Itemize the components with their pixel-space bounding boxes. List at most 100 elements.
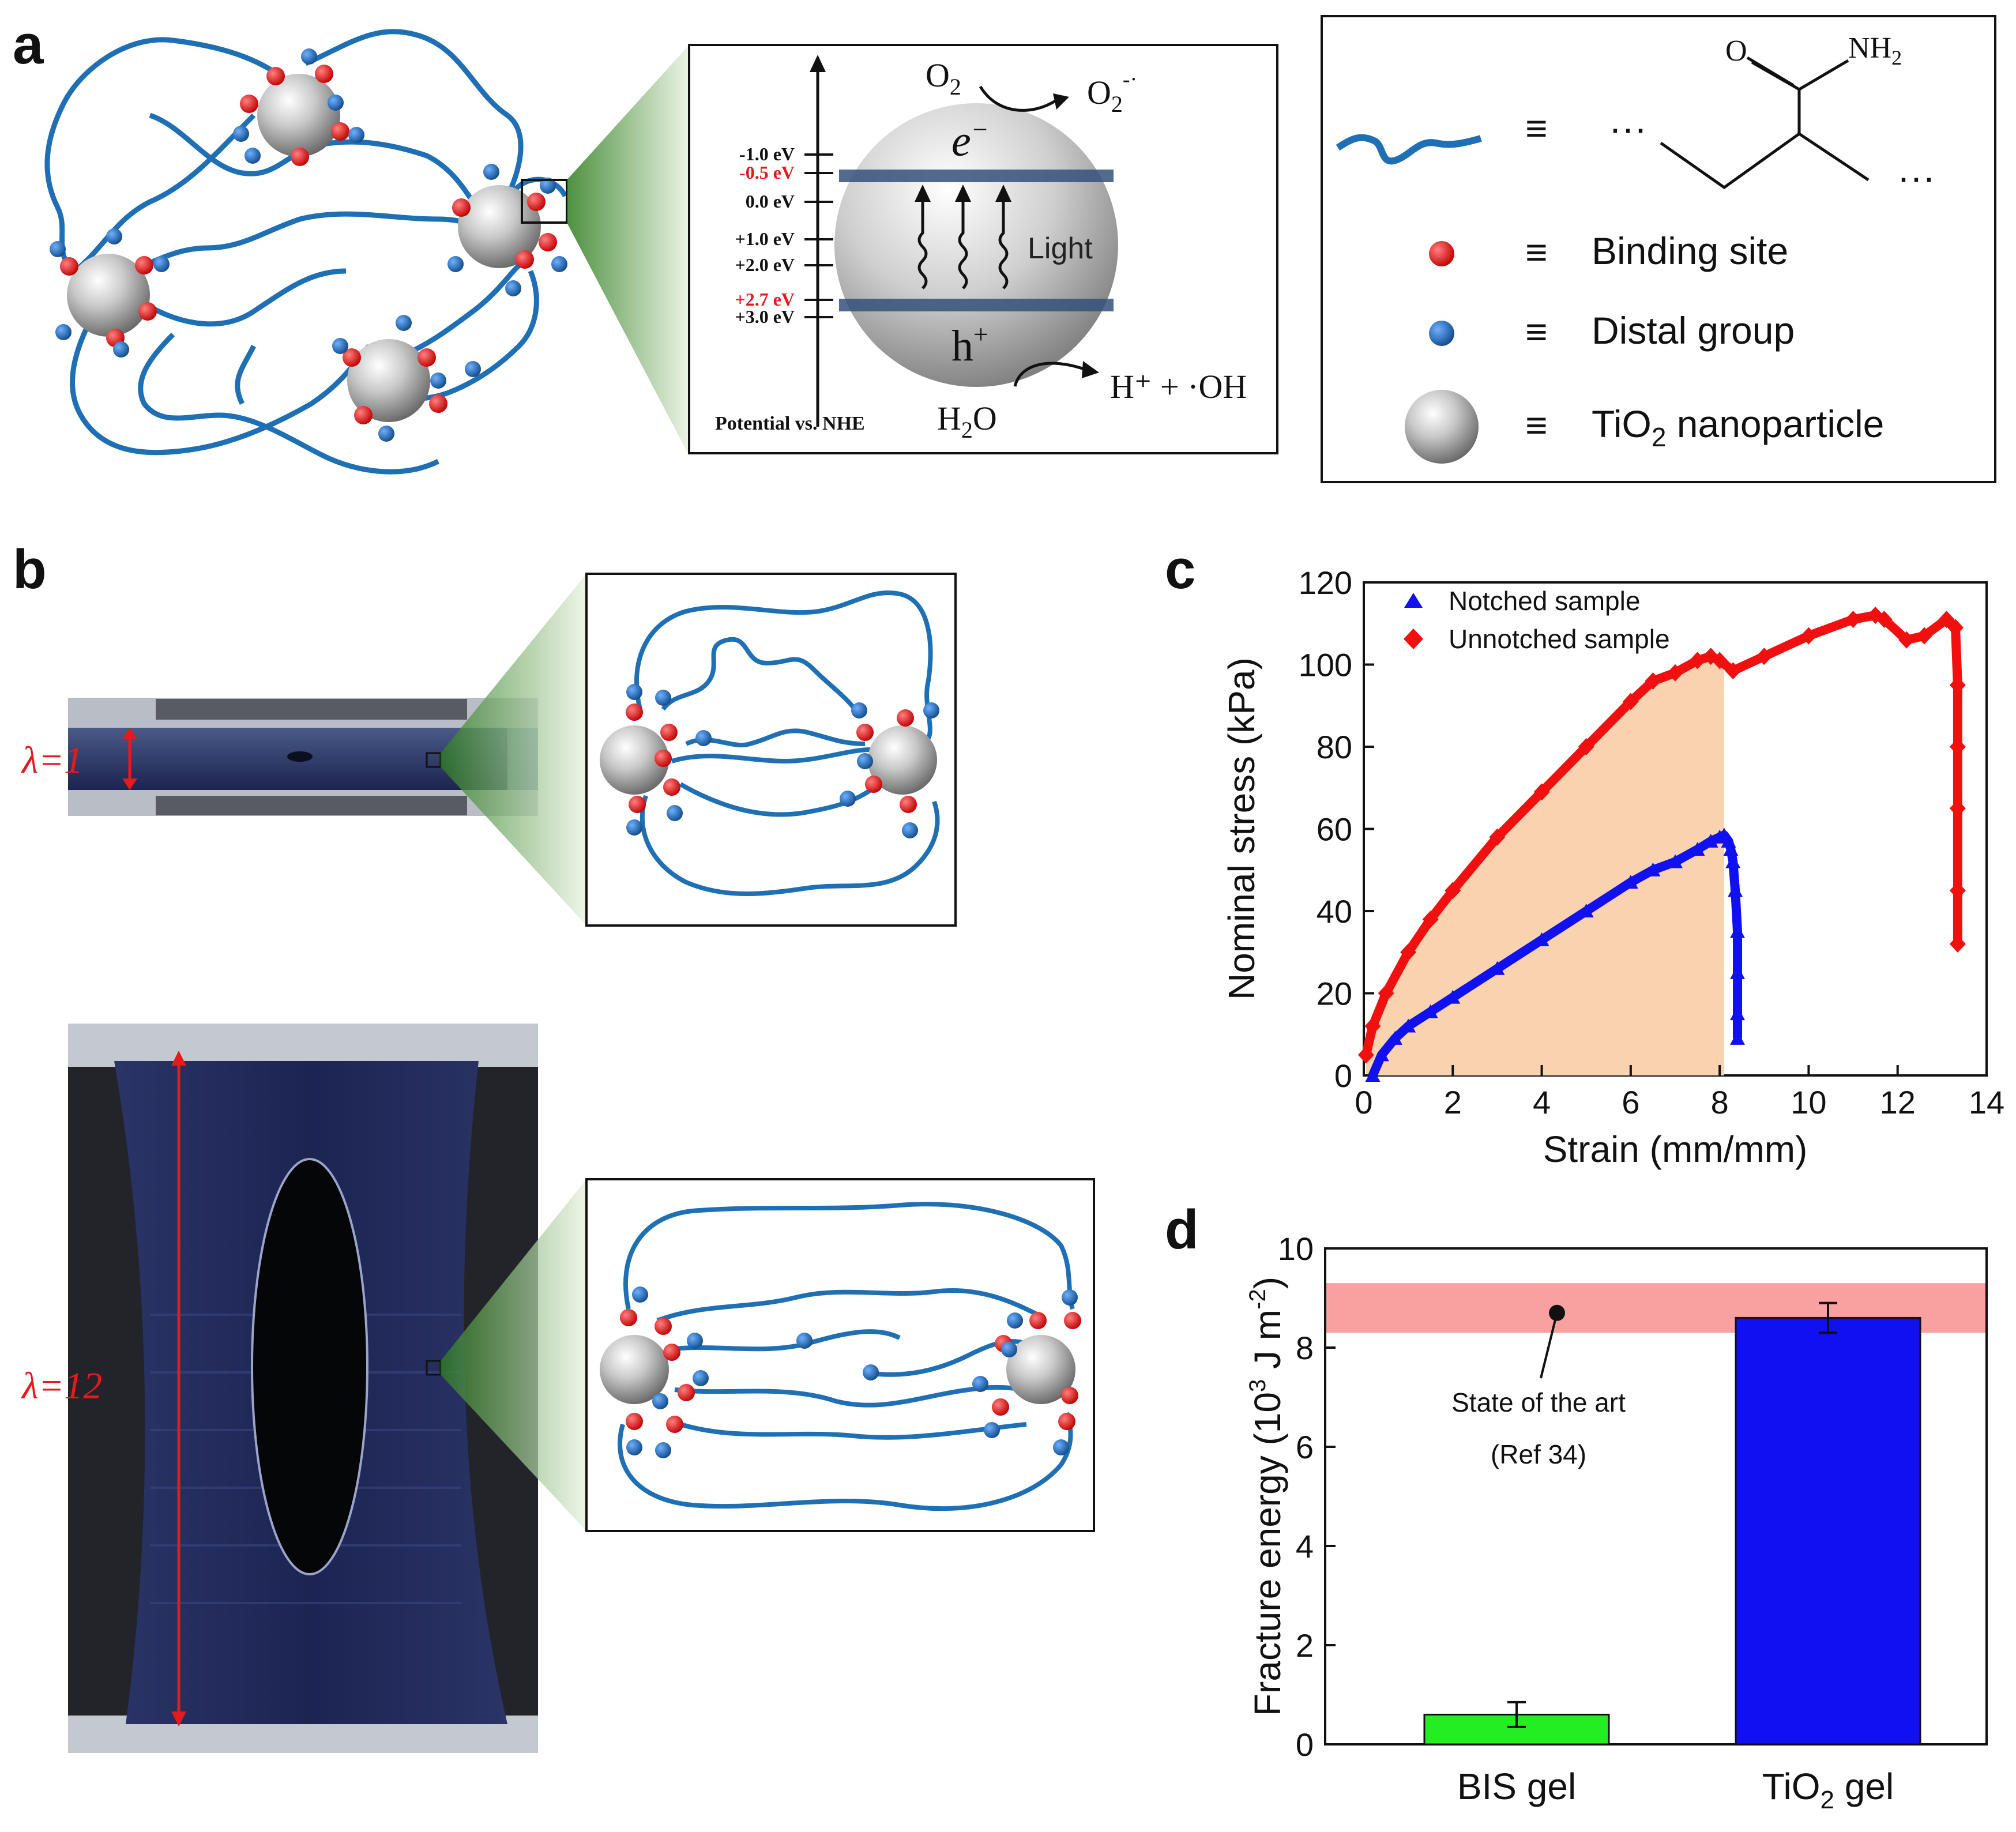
x-tick-label: 14 [1969,1084,2004,1120]
hole-label: h [951,322,973,370]
zoom-cone-a [567,45,689,456]
binding-site-label: Binding site [1592,230,1788,272]
data-point-unnotched [1845,611,1861,629]
band-diagram-inset: -1.0 eV-0.5 eV 0.0 eV +1.0 eV +2.0 eV +2.7 e… [688,44,1278,454]
data-point-unnotched [1667,664,1683,682]
y-tick-label: 2 [1296,1627,1314,1664]
products-label: H⁺ + ·OH [1110,368,1247,405]
energy-level-label: 0.0 eV [746,191,795,212]
annotation-line-2: (Ref 34) [1491,1439,1586,1469]
data-point-unnotched [1898,631,1915,649]
o2-label: O2 [926,57,961,100]
data-point-unnotched [1949,738,1966,755]
x-tick-label: 12 [1880,1084,1916,1120]
data-point-notched [1690,842,1705,856]
y-tick-label: 8 [1296,1330,1314,1366]
data-point-unnotched [1949,799,1966,817]
data-point-unnotched [1800,627,1817,645]
data-point-unnotched [1712,652,1728,669]
binding-site-icon [1429,241,1454,266]
x-tick-label: 2 [1444,1084,1462,1120]
svg-text:h+: h+ [951,319,988,370]
nanoparticle-label: TiO2 nanoparticle [1592,402,1884,452]
energy-level-label: +3.0 eV [735,306,795,327]
series-line-unnotched [1361,611,1962,1056]
svg-text:≡: ≡ [1525,404,1548,446]
y-tick-label: 40 [1317,893,1352,930]
arrow-up-icon [810,55,826,72]
chart-c: 0 2 4 6 8 10 12 14 0 20 40 60 80 100 120 Strain (mm/mm… [1221,565,2004,1170]
svg-text:e−: e− [951,115,989,165]
data-point-notched [1721,833,1736,848]
bar-label-bis: BIS gel [1457,1766,1576,1807]
y-tick-label: 120 [1299,565,1352,601]
energy-level-label: +1.0 eV [735,228,795,249]
data-point-notched [1490,961,1505,975]
excitation-arrows [917,199,1009,289]
legend-notched-label: Notched sample [1449,586,1640,616]
panel-a-network [44,29,568,475]
data-point-notched [1374,1047,1389,1062]
network-inset-stretched [585,1178,1095,1532]
lambda-1-label: λ=1 [21,739,83,781]
amine-label: NH2 [1848,32,1902,69]
potential-axis-label: Potential vs. NHE [715,413,865,434]
data-point-unnotched [1876,611,1893,629]
data-point-notched [1445,990,1461,1004]
svg-text:≡: ≡ [1525,310,1548,353]
svg-text:≡: ≡ [1525,107,1548,149]
energy-level-label: +2.0 eV [735,254,795,275]
data-point-unnotched [1725,662,1742,680]
network-inset-relaxed [585,573,957,927]
data-point-unnotched [1949,935,1966,953]
y-tick-label: 100 [1299,647,1352,683]
chart-c-ylabel: Nominal stress (kPa) [1221,657,1262,1000]
y-tick-label: 10 [1278,1231,1314,1267]
data-point-unnotched [1622,693,1639,710]
data-point-notched [1534,932,1549,946]
chart-d-ylabel: Fracture energy (103 J m-2) [1245,1277,1288,1716]
energy-level-label: -1.0 eV [739,144,795,164]
legend-notched-marker [1404,593,1423,608]
panel-letter-c: c [1165,539,1195,600]
distal-group-label: Distal group [1592,309,1795,352]
x-tick-label: 10 [1791,1084,1826,1120]
data-point-notched [1423,1004,1438,1018]
superoxide-label: O2-· [1087,67,1137,117]
chart-c-shaded-area [1366,656,1724,1075]
x-tick-label: 4 [1533,1084,1551,1120]
y-tick-label: 60 [1317,811,1352,848]
data-point-notched [1387,1030,1402,1045]
chart-d-frame [1324,1247,1988,1746]
data-point-notched [1401,1018,1416,1033]
zoom-cone-b2 [441,1179,586,1531]
data-point-unnotched [1949,676,1966,694]
data-point-unnotched [1422,911,1439,928]
bar-tio2 [1735,1316,1921,1746]
light-label: Light [1028,232,1093,265]
svg-text:≡: ≡ [1525,231,1548,273]
annotation-line-1: State of the art [1451,1387,1626,1417]
distal-group-icon [1429,321,1454,346]
data-point-unnotched [1947,619,1964,637]
data-point-notched [1578,904,1594,917]
svg-text:···: ··· [1609,107,1647,149]
valence-band [839,299,1114,311]
data-point-unnotched [1756,648,1773,665]
annotation-leader [1540,1312,1558,1379]
data-point-unnotched [1364,1017,1381,1035]
lambda-12-label: λ=12 [21,1365,102,1407]
y-tick-label: 4 [1296,1528,1314,1564]
oxidation-arrow [1013,362,1085,387]
data-point-notched [1668,854,1683,868]
y-tick-label: 0 [1334,1058,1352,1094]
y-tick-label: 80 [1317,729,1352,765]
x-tick-label: 6 [1622,1084,1639,1120]
state-of-art-annotation: State of the art (Ref 34) [1451,1304,1626,1469]
data-point-unnotched [1357,1046,1374,1064]
oxygen-label: O [1725,35,1747,67]
data-point-notched [1623,875,1638,889]
panel-letter-d: d [1165,1199,1199,1261]
data-point-unnotched [1949,882,1966,900]
